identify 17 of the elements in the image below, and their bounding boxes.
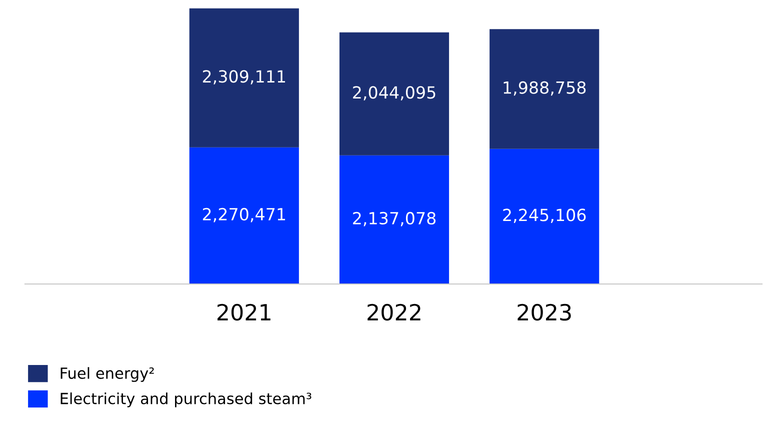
legend-label: Electricity and purchased steam³: [60, 392, 312, 408]
bar: [339, 32, 450, 156]
bar: [490, 148, 600, 284]
x-tick-label: 2021: [218, 304, 270, 321]
bar: [339, 155, 450, 284]
bar: [189, 8, 299, 148]
bar: [490, 29, 600, 149]
data-label: 2,044,095: [353, 86, 436, 100]
x-tick-label: 2022: [368, 304, 420, 321]
data-label: 2,309,111: [202, 70, 286, 84]
data-label: 2,245,106: [503, 208, 586, 223]
data-label: 1,988,758: [504, 81, 586, 96]
data-label: 2,137,078: [353, 212, 436, 226]
data-label: 2,270,471: [202, 208, 286, 222]
bar: [189, 147, 299, 284]
x-tick-label: 2023: [518, 304, 571, 321]
legend-label: Fuel energy²: [60, 367, 154, 382]
